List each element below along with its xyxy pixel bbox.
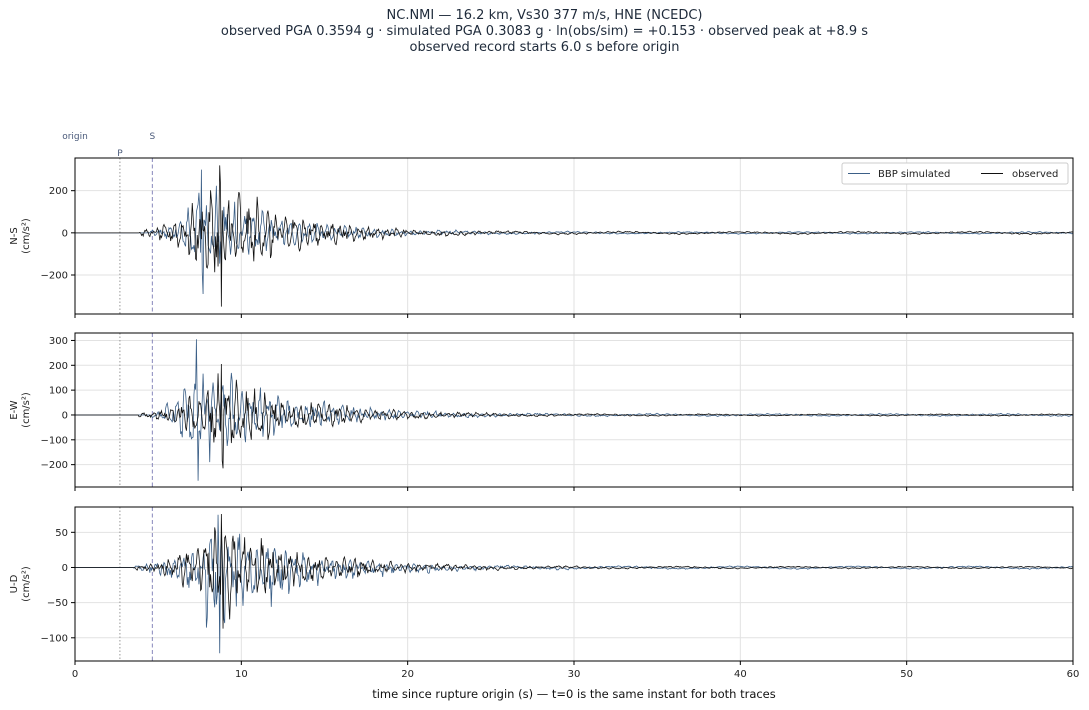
x-tick-label: 0 xyxy=(72,669,78,680)
x-tick-label: 30 xyxy=(568,669,581,680)
y-tick-label: 300 xyxy=(49,336,68,347)
y-tick-label: 0 xyxy=(62,563,68,574)
y-tick-label: −200 xyxy=(41,460,68,471)
x-tick-label: 20 xyxy=(401,669,414,680)
legend-box xyxy=(841,162,1069,185)
y-axis-unit: (cm/s²) xyxy=(21,566,32,602)
y-axis-label: N-S xyxy=(9,227,20,244)
y-tick-label: 200 xyxy=(49,186,68,197)
x-tick-label: 40 xyxy=(734,669,747,680)
p-label: P xyxy=(117,149,123,159)
panel-frame xyxy=(74,332,1074,488)
y-tick-label: 0 xyxy=(62,228,68,239)
y-tick-label: 0 xyxy=(62,410,68,421)
legend-observed-label: observed xyxy=(1012,169,1058,180)
observed-trace-n-s xyxy=(75,165,1073,307)
y-tick-label: −50 xyxy=(47,598,68,609)
panel-frame xyxy=(74,506,1074,662)
y-tick-label: 100 xyxy=(49,386,68,397)
x-tick-label: 10 xyxy=(235,669,248,680)
y-axis-unit: (cm/s²) xyxy=(21,392,32,428)
observed-trace-u-d xyxy=(75,514,1073,629)
legend-simulated-label: BBP simulated xyxy=(878,169,950,180)
y-tick-label: −200 xyxy=(41,271,68,282)
s-label: S xyxy=(149,132,155,142)
y-tick-label: 200 xyxy=(49,361,68,372)
y-tick-label: −100 xyxy=(41,435,68,446)
x-tick-label: 50 xyxy=(900,669,913,680)
y-axis-label: E-W xyxy=(9,400,20,420)
x-axis-label: time since rupture origin (s) — t=0 is t… xyxy=(372,687,776,701)
origin-label: origin xyxy=(62,132,88,142)
title-line-1: NC.NMI — 16.2 km, Vs30 377 m/s, HNE (NCE… xyxy=(386,8,703,23)
y-tick-label: −100 xyxy=(41,633,68,644)
observed-trace-e-w xyxy=(75,364,1073,469)
x-tick-label: 60 xyxy=(1067,669,1080,680)
y-axis-label: U-D xyxy=(9,574,20,593)
title-line-2: observed PGA 0.3594 g · simulated PGA 0.… xyxy=(220,24,869,39)
panel-frame xyxy=(74,157,1074,315)
y-axis-unit: (cm/s²) xyxy=(21,218,32,254)
title-line-3: observed record starts 6.0 s before orig… xyxy=(409,40,680,55)
simulated-trace-u-d xyxy=(75,514,1073,654)
y-tick-label: 50 xyxy=(55,528,68,539)
